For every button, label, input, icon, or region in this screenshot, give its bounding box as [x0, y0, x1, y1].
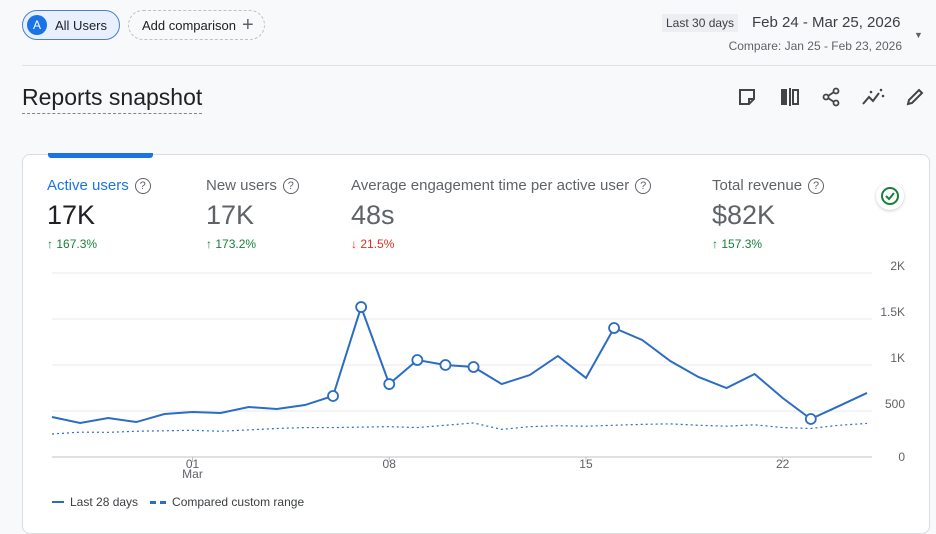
- metric-value: 17K: [47, 200, 96, 230]
- y-tick-label: 500: [885, 397, 905, 411]
- date-preset[interactable]: Last 30 days: [662, 14, 739, 32]
- y-tick-label: 1.5K: [880, 305, 905, 319]
- page-title: Reports snapshot: [22, 84, 203, 114]
- metric-label: Active users: [47, 177, 129, 194]
- y-tick-label: 1K: [890, 351, 905, 365]
- metric-change: ↑ 157.3%: [712, 237, 763, 251]
- snapshot-card: [22, 154, 930, 534]
- divider: [22, 65, 936, 66]
- metric-value: 48s: [351, 200, 395, 230]
- edit-icon[interactable]: [902, 84, 928, 110]
- data-point-marker: [383, 378, 396, 390]
- metric-change: ↓ 21.5%: [351, 237, 395, 251]
- metric-value: 17K: [206, 200, 255, 230]
- arrow-down-icon: ↓: [351, 237, 361, 251]
- help-icon[interactable]: ?: [808, 177, 825, 194]
- metric-active-users[interactable]: Active users? 17K ↑ 167.3%: [47, 177, 151, 251]
- note-icon[interactable]: [734, 84, 760, 110]
- help-icon[interactable]: ?: [635, 177, 652, 194]
- x-tick-label: 01: [186, 457, 200, 471]
- data-point-marker: [327, 390, 339, 402]
- active-tab-indicator: [48, 153, 153, 158]
- compare-range: Compare: Jan 25 - Feb 23, 2026: [728, 39, 902, 53]
- date-range[interactable]: Feb 24 - Mar 25, 2026: [752, 14, 901, 31]
- metric-label: New users: [206, 177, 277, 194]
- insights-icon[interactable]: [860, 84, 886, 110]
- help-icon[interactable]: ?: [282, 177, 299, 194]
- metric-value: $82K: [712, 200, 776, 230]
- metric-total-revenue[interactable]: Total revenue? $82K ↑ 157.3%: [712, 177, 825, 251]
- segment-avatar: A: [27, 15, 47, 35]
- data-point-marker: [804, 413, 817, 425]
- data-point-marker: [608, 322, 620, 334]
- legend-solid-swatch: [52, 501, 64, 503]
- help-icon[interactable]: ?: [134, 177, 151, 194]
- x-tick-label: 08: [383, 457, 397, 471]
- series-line-current: [51, 303, 868, 424]
- metric-label: Average engagement time per active user: [351, 177, 630, 194]
- y-tick-label: 0: [898, 450, 905, 464]
- chart-legend: Last 28 days Compared custom range: [52, 495, 304, 509]
- data-point-marker: [439, 359, 452, 371]
- plus-icon: +: [241, 13, 254, 36]
- x-tick-label: 15: [579, 457, 593, 471]
- arrow-up-icon: ↑: [712, 237, 722, 251]
- arrow-up-icon: ↑: [47, 237, 57, 251]
- metric-change: ↑ 173.2%: [206, 237, 257, 251]
- legend-item: Compared custom range: [172, 495, 305, 509]
- series-line-comparison: [51, 422, 868, 435]
- data-point-marker: [355, 301, 368, 313]
- add-comparison-label: Add comparison: [142, 17, 236, 33]
- compare-columns-icon[interactable]: [777, 84, 803, 110]
- check-circle-icon[interactable]: [876, 182, 904, 210]
- legend-item: Last 28 days: [70, 495, 139, 509]
- segment-label: All Users: [55, 17, 108, 33]
- segment-chip-all-users[interactable]: A All Users: [22, 10, 120, 40]
- metric-new-users[interactable]: New users? 17K ↑ 173.2%: [206, 177, 299, 251]
- data-point-marker: [467, 361, 480, 373]
- legend-dotted-swatch: [150, 500, 167, 504]
- date-dropdown-icon[interactable]: ▼: [914, 30, 923, 40]
- share-icon[interactable]: [818, 84, 844, 110]
- data-point-marker: [411, 354, 424, 366]
- x-tick-label: 22: [776, 457, 790, 471]
- add-comparison-button[interactable]: Add comparison +: [128, 10, 265, 40]
- metric-change: ↑ 167.3%: [47, 237, 98, 251]
- y-tick-label: 2K: [890, 259, 905, 273]
- arrow-up-icon: ↑: [206, 237, 216, 251]
- metric-label: Total revenue: [712, 177, 803, 194]
- metric-avg-engagement[interactable]: Average engagement time per active user?…: [351, 177, 652, 251]
- x-tick-sublabel: Mar: [182, 467, 203, 481]
